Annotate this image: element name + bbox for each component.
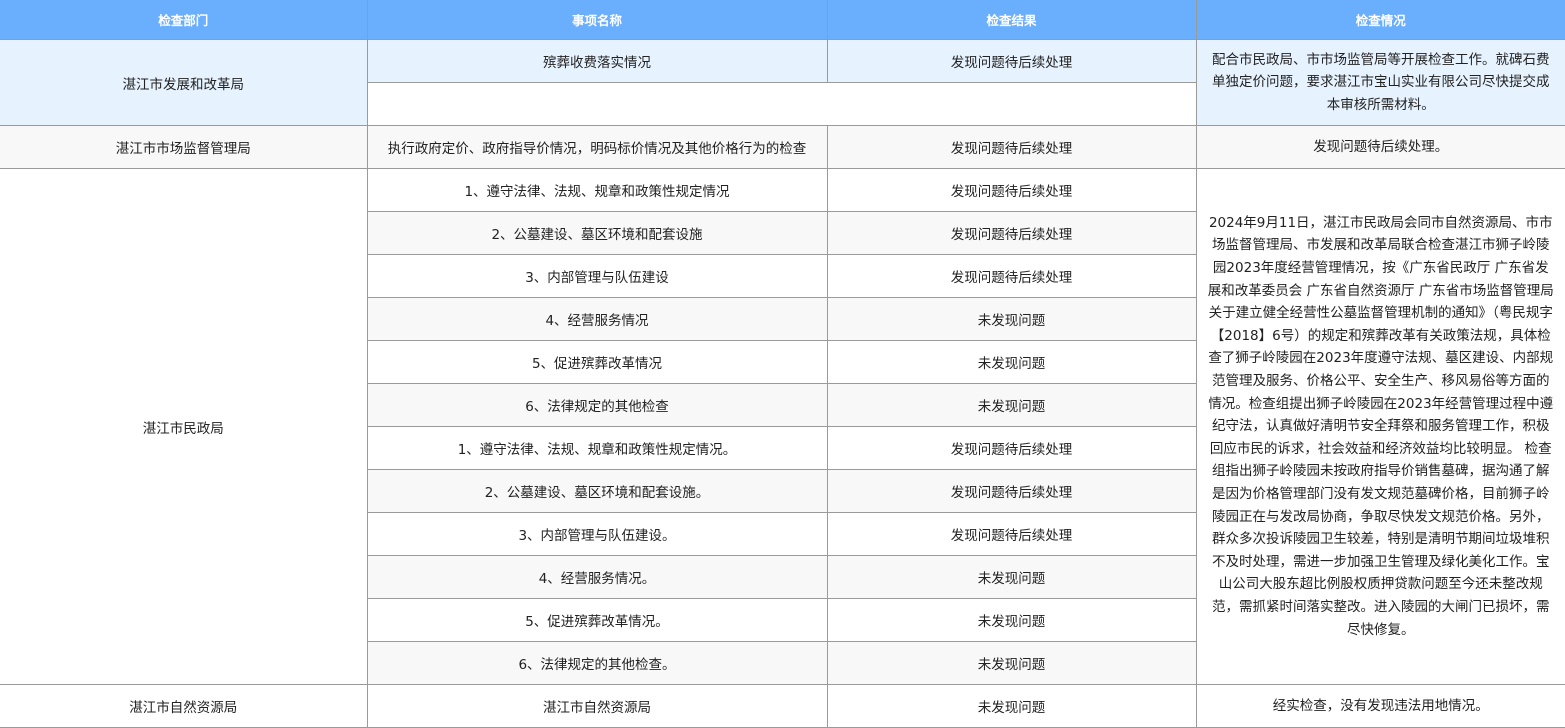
item-name-cell: 3、内部管理与队伍建设。 bbox=[366, 512, 828, 556]
description-cell: 经实检查，没有发现违法用地情况。 bbox=[1195, 684, 1565, 728]
item-name-cell: 4、经营服务情况。 bbox=[366, 555, 828, 599]
table-row: 湛江市民政局 1、遵守法律、法规、规章和政策性规定情况 发现问题待后续处理 2024年… bbox=[0, 168, 1565, 685]
table-header-row: 检查部门 事项名称 检查结果 检查情况 bbox=[0, 0, 1565, 40]
result-cell: 发现问题待后续处理 bbox=[826, 469, 1197, 513]
header-description: 检查情况 bbox=[1195, 0, 1565, 40]
item-name-cell: 4、经营服务情况 bbox=[366, 297, 828, 341]
result-cell: 未发现问题 bbox=[826, 555, 1197, 599]
table-row: 5、促进殡葬改革情况。 未发现问题 bbox=[0, 598, 1565, 642]
item-name-cell: 2、公墓建设、墓区环境和配套设施。 bbox=[366, 469, 828, 513]
table-row: 湛江市自然资源局 湛江市自然资源局 未发现问题 经实检查，没有发现违法用地情况。 bbox=[0, 684, 1565, 728]
empty-cell bbox=[366, 82, 1197, 126]
department-cell: 湛江市民政局 bbox=[0, 168, 368, 685]
result-cell: 未发现问题 bbox=[826, 383, 1197, 427]
result-cell: 发现问题待后续处理 bbox=[826, 39, 1197, 83]
department-cell: 湛江市发展和改革局 bbox=[0, 39, 368, 126]
table-row: 湛江市发展和改革局 殡葬收费落实情况 发现问题待后续处理 配合市民政局、市市场监管局等… bbox=[0, 39, 1565, 126]
department-cell: 湛江市市场监督管理局 bbox=[0, 125, 368, 169]
header-result: 检查结果 bbox=[826, 0, 1197, 40]
item-name-cell: 3、内部管理与队伍建设 bbox=[366, 254, 828, 298]
table-row bbox=[0, 82, 1565, 126]
result-cell: 发现问题待后续处理 bbox=[826, 211, 1197, 255]
table-row: 6、法律规定的其他检查。 未发现问题 bbox=[0, 641, 1565, 685]
item-name-cell: 2、公墓建设、墓区环境和配套设施 bbox=[366, 211, 828, 255]
item-name-cell: 湛江市自然资源局 bbox=[366, 684, 828, 728]
description-cell: 2024年9月11日，湛江市民政局会同市自然资源局、市市场监督管理局、市发展和改… bbox=[1195, 168, 1565, 685]
result-cell: 发现问题待后续处理 bbox=[826, 254, 1197, 298]
result-cell: 未发现问题 bbox=[826, 684, 1197, 728]
item-name-cell: 6、法律规定的其他检查。 bbox=[366, 641, 828, 685]
item-name-cell: 5、促进殡葬改革情况。 bbox=[366, 598, 828, 642]
result-cell: 发现问题待后续处理 bbox=[826, 168, 1197, 212]
result-cell: 未发现问题 bbox=[826, 340, 1197, 384]
item-name-cell: 殡葬收费落实情况 bbox=[366, 39, 828, 83]
table-row: 4、经营服务情况。 未发现问题 bbox=[0, 555, 1565, 599]
description-cell: 配合市民政局、市市场监管局等开展检查工作。就碑石费单独定价问题，要求湛江市宝山实… bbox=[1195, 39, 1565, 126]
table-row: 1、遵守法律、法规、规章和政策性规定情况。 发现问题待后续处理 bbox=[0, 426, 1565, 470]
result-cell: 发现问题待后续处理 bbox=[826, 426, 1197, 470]
item-name-cell: 1、遵守法律、法规、规章和政策性规定情况 bbox=[366, 168, 828, 212]
table-body: 湛江市发展和改革局 殡葬收费落实情况 发现问题待后续处理 配合市民政局、市市场监管局等… bbox=[0, 39, 1565, 728]
item-name-cell: 5、促进殡葬改革情况 bbox=[366, 340, 828, 384]
header-item-name: 事项名称 bbox=[366, 0, 828, 40]
result-cell: 未发现问题 bbox=[826, 297, 1197, 341]
item-name-cell: 1、遵守法律、法规、规章和政策性规定情况。 bbox=[366, 426, 828, 470]
description-cell: 发现问题待后续处理。 bbox=[1195, 125, 1565, 169]
table-row: 3、内部管理与队伍建设。 发现问题待后续处理 bbox=[0, 512, 1565, 556]
result-cell: 未发现问题 bbox=[826, 598, 1197, 642]
department-cell: 湛江市自然资源局 bbox=[0, 684, 368, 728]
result-cell: 发现问题待后续处理 bbox=[826, 512, 1197, 556]
result-cell: 未发现问题 bbox=[826, 641, 1197, 685]
item-name-cell: 6、法律规定的其他检查 bbox=[366, 383, 828, 427]
table-row: 6、法律规定的其他检查 未发现问题 bbox=[0, 383, 1565, 427]
result-cell: 发现问题待后续处理 bbox=[826, 125, 1197, 169]
table-row: 湛江市市场监督管理局 执行政府定价、政府指导价情况，明码标价情况及其他价格行为的检… bbox=[0, 125, 1565, 169]
table-row: 4、经营服务情况 未发现问题 bbox=[0, 297, 1565, 341]
table-row: 2、公墓建设、墓区环境和配套设施。 发现问题待后续处理 bbox=[0, 469, 1565, 513]
item-name-cell: 执行政府定价、政府指导价情况，明码标价情况及其他价格行为的检查 bbox=[366, 125, 828, 169]
table-row: 5、促进殡葬改革情况 未发现问题 bbox=[0, 340, 1565, 384]
header-department: 检查部门 bbox=[0, 0, 368, 40]
